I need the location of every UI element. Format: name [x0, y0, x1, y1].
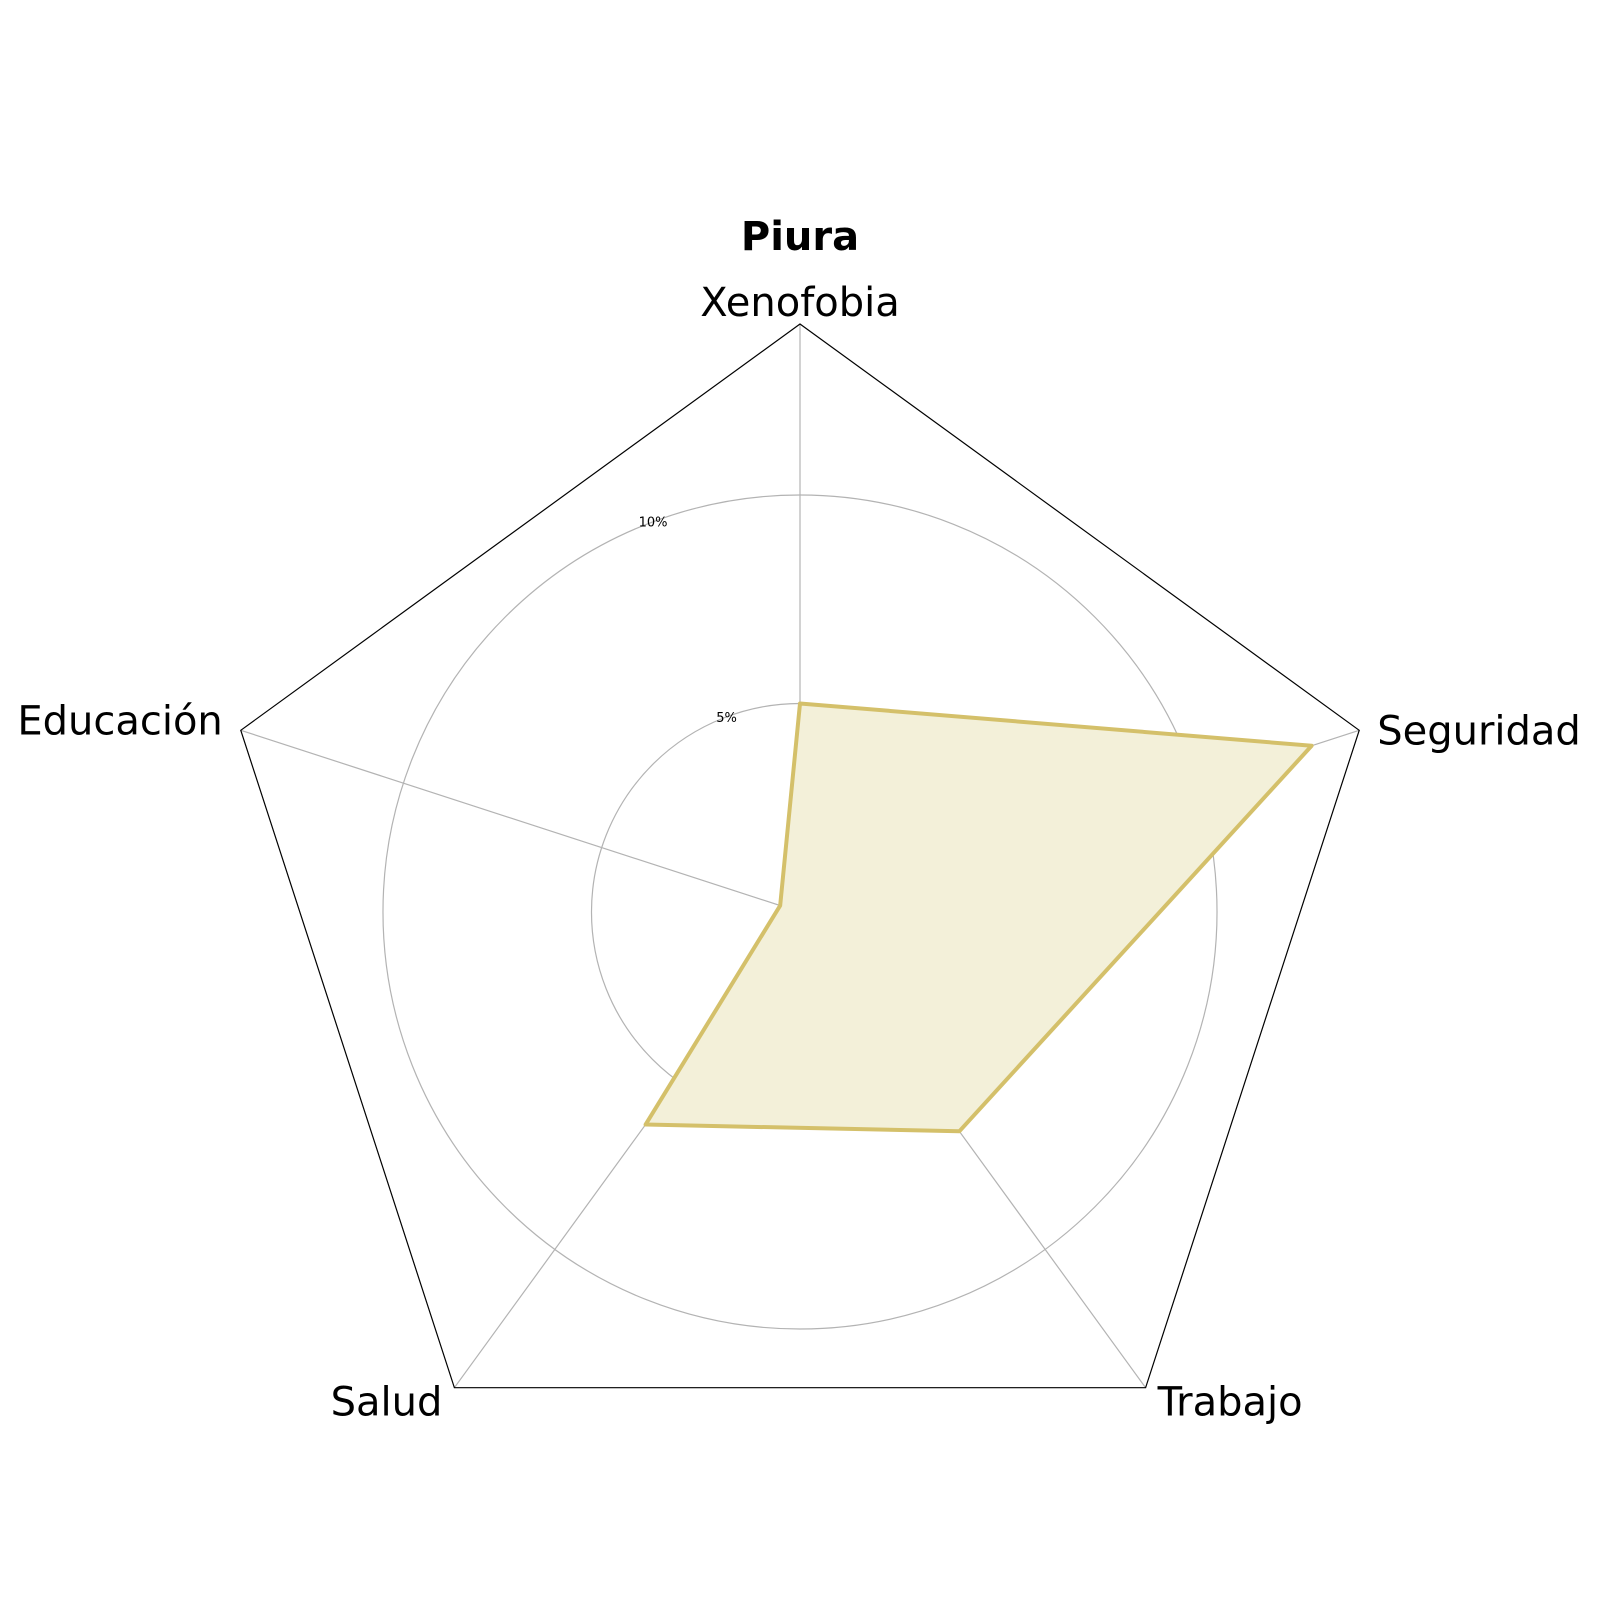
frame-polygon	[240, 323, 1360, 1389]
radial-tick-labels: 5% 10%	[639, 516, 737, 726]
series-layer	[643, 701, 1314, 1134]
axis-label-trabajo: Trabajo	[1157, 1380, 1303, 1426]
axis-label-seguridad: Seguridad	[1377, 708, 1581, 754]
grid-spoke-5	[240, 729, 801, 913]
axis-label-salud: Salud	[331, 1380, 443, 1426]
axis-labels: Xenofobia Seguridad Trabajo Salud Educación	[17, 280, 1580, 1426]
data-point-seguridad	[1311, 745, 1313, 747]
data-point-xenofobia	[799, 702, 801, 704]
tick-label-10: 10%	[639, 516, 668, 531]
data-point-educación	[779, 905, 781, 907]
series-line-1	[643, 701, 1314, 1134]
chart-title: Piura	[741, 214, 859, 260]
tick-label-5: 5%	[716, 711, 737, 726]
axis-label-educacion: Educación	[17, 698, 222, 744]
series-area-1	[645, 703, 1312, 1132]
data-point-salud	[645, 1124, 647, 1126]
chart-frame	[240, 323, 1360, 1389]
axis-label-xenofobia: Xenofobia	[700, 280, 900, 326]
data-point-trabajo	[958, 1130, 960, 1132]
